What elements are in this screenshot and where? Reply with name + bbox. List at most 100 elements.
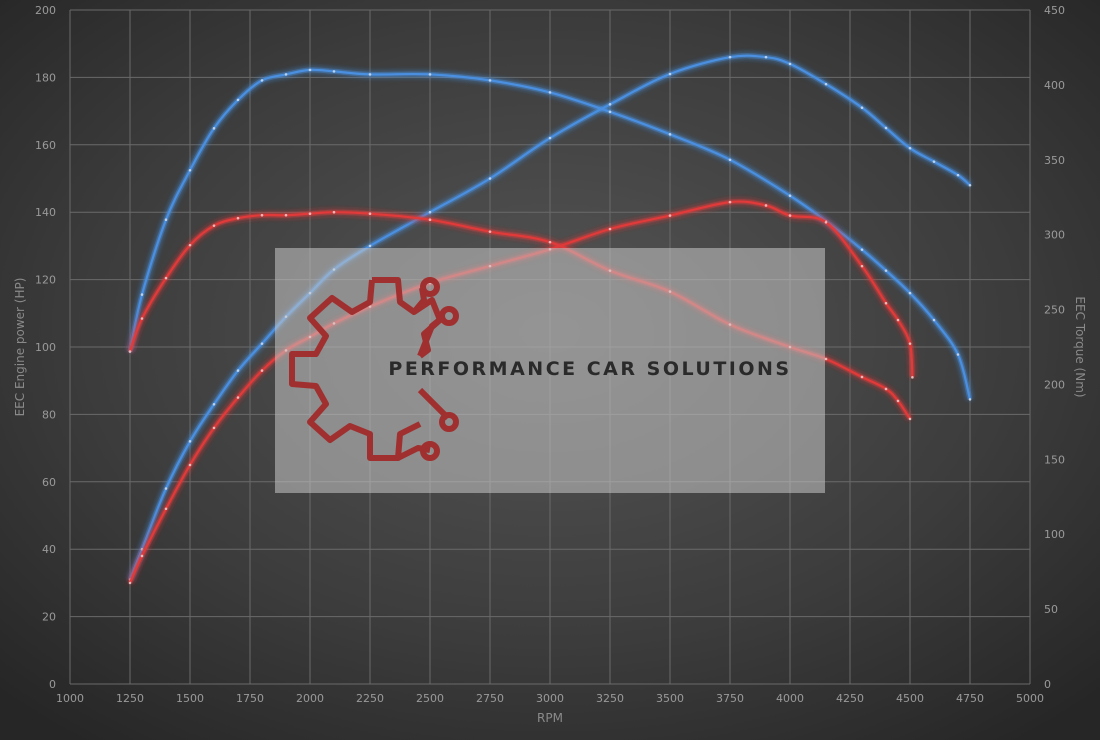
series-point <box>548 136 552 140</box>
series-point <box>548 91 552 94</box>
series-point <box>884 126 888 130</box>
series-point <box>728 200 732 204</box>
y-right-tick-label: 450 <box>1044 4 1065 17</box>
x-tick-label: 1500 <box>176 692 204 705</box>
y-left-tick-label: 140 <box>35 206 56 219</box>
y-right-tick-label: 50 <box>1044 603 1058 616</box>
y-left-tick-label: 60 <box>42 476 56 489</box>
series-point <box>884 301 888 305</box>
series-point <box>308 68 312 72</box>
series-point <box>956 353 960 356</box>
series-point <box>788 62 792 66</box>
series-point <box>911 376 914 379</box>
x-tick-label: 1000 <box>56 692 84 705</box>
y-right-tick-label: 400 <box>1044 79 1065 92</box>
y-left-tick-label: 40 <box>42 543 56 556</box>
x-tick-label: 4000 <box>776 692 804 705</box>
y-left-tick-label: 160 <box>35 139 56 152</box>
series-point <box>368 73 372 76</box>
series-point <box>860 375 864 379</box>
series-point <box>896 318 900 322</box>
series-point <box>488 177 492 180</box>
y-left-tick-label: 120 <box>35 274 56 287</box>
series-point <box>788 194 792 198</box>
x-tick-label: 4750 <box>956 692 984 705</box>
y-right-axis-ticks: 0 50 100 150 200 250 300 350 400 450 <box>1044 4 1065 691</box>
brand-text: PERFORMANCE CAR SOLUTIONS <box>388 358 791 380</box>
series-point <box>764 204 768 207</box>
series-point <box>428 210 432 214</box>
series-point <box>788 214 792 217</box>
y-right-tick-label: 100 <box>1044 528 1065 541</box>
series-point <box>884 269 888 272</box>
series-point <box>236 216 240 220</box>
series-0-left-axis <box>127 53 972 581</box>
series-point <box>668 72 672 76</box>
series-point <box>896 399 900 403</box>
series-point <box>212 426 216 430</box>
series-point <box>236 396 240 399</box>
y-right-tick-label: 250 <box>1044 304 1065 317</box>
watermark: PERFORMANCE CAR SOLUTIONS <box>275 248 825 493</box>
gear-logo-icon <box>289 277 459 461</box>
x-tick-label: 4500 <box>896 692 924 705</box>
series-point <box>164 507 168 511</box>
series-1-right-axis <box>127 67 973 401</box>
series-point <box>932 318 936 322</box>
series-point <box>968 398 972 401</box>
series-point <box>140 554 144 558</box>
series-point <box>824 221 828 224</box>
y-left-tick-label: 180 <box>35 71 56 84</box>
y-left-tick-label: 20 <box>42 611 56 624</box>
x-tick-label: 2500 <box>416 692 444 705</box>
series-point <box>908 146 912 150</box>
series-point <box>668 133 672 136</box>
y-right-axis-title: EEC Torque (Nm) <box>1073 296 1087 397</box>
y-right-tick-label: 200 <box>1044 378 1065 391</box>
x-tick-label: 2250 <box>356 692 384 705</box>
x-tick-label: 2750 <box>476 692 504 705</box>
series-point <box>212 127 216 130</box>
series-point <box>488 79 492 82</box>
series-point <box>332 70 336 73</box>
series-point <box>212 402 216 406</box>
series-point <box>140 293 144 296</box>
series-point <box>368 244 372 248</box>
series-point <box>860 106 864 110</box>
series-point <box>908 342 912 345</box>
x-tick-label: 5000 <box>1016 692 1044 705</box>
series-point <box>164 276 168 280</box>
series-point <box>488 230 492 233</box>
y-right-tick-label: 300 <box>1044 229 1065 242</box>
series-point <box>188 243 192 247</box>
series-point <box>860 248 864 251</box>
series-point <box>188 168 192 172</box>
y-right-tick-label: 350 <box>1044 154 1065 167</box>
series-point <box>260 342 264 345</box>
series-point <box>308 212 312 215</box>
y-right-tick-label: 150 <box>1044 453 1065 466</box>
x-tick-label: 1750 <box>236 692 264 705</box>
y-left-axis-title: EEC Engine power (HP) <box>13 278 27 417</box>
x-tick-label: 4250 <box>836 692 864 705</box>
series-line <box>128 211 912 420</box>
x-tick-label: 1250 <box>116 692 144 705</box>
x-tick-label: 3250 <box>596 692 624 705</box>
series-point <box>260 213 264 217</box>
series-point <box>428 218 432 221</box>
x-tick-label: 3000 <box>536 692 564 705</box>
y-right-tick-label: 0 <box>1044 678 1051 691</box>
series-point <box>428 73 432 76</box>
series-point <box>548 240 552 244</box>
watermark-panel <box>275 248 825 493</box>
x-axis-ticks: 1000 1250 1500 1750 2000 2250 2500 2750 3000 3250… <box>56 692 1044 705</box>
series-point <box>128 581 132 585</box>
x-tick-label: 3750 <box>716 692 744 705</box>
series-point <box>608 110 612 114</box>
y-left-tick-label: 80 <box>42 408 56 421</box>
series-point <box>368 212 372 215</box>
series-point <box>764 55 768 59</box>
series-point <box>824 357 828 361</box>
series-point <box>140 317 144 320</box>
